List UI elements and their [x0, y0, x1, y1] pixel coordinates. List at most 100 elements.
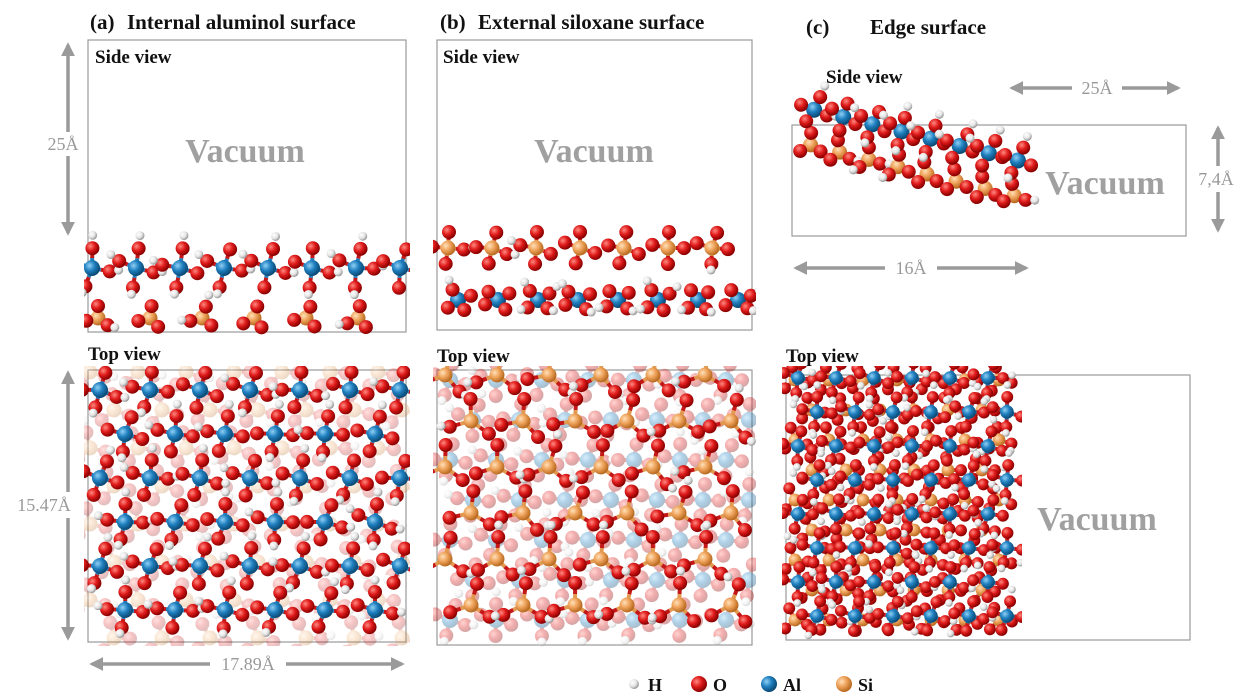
atom — [114, 265, 124, 275]
atom — [285, 583, 295, 593]
atom — [250, 299, 265, 314]
atom — [1000, 497, 1009, 505]
atom — [433, 607, 443, 622]
atom — [883, 116, 898, 131]
atom — [553, 429, 563, 439]
atom — [292, 470, 308, 486]
atom — [100, 602, 115, 617]
atom — [392, 280, 407, 295]
atom — [654, 337, 663, 346]
atom — [695, 572, 711, 588]
atom — [968, 584, 976, 593]
atom — [202, 532, 212, 542]
atom — [791, 455, 804, 467]
atom — [396, 366, 410, 380]
atom — [848, 541, 862, 555]
atom — [945, 150, 960, 165]
atom — [853, 595, 865, 608]
atom — [443, 489, 453, 499]
atom — [697, 367, 713, 383]
atom — [820, 81, 830, 91]
atom — [922, 130, 939, 147]
atom-layer — [84, 366, 430, 639]
atom — [865, 394, 874, 403]
atom — [748, 306, 756, 316]
atom — [105, 445, 115, 455]
atom — [981, 439, 995, 453]
atom — [84, 279, 93, 294]
atom — [169, 409, 184, 424]
atom — [665, 495, 680, 510]
atom — [672, 282, 682, 292]
atom — [642, 276, 652, 286]
atom — [869, 561, 882, 574]
atom — [531, 430, 546, 445]
atom — [900, 393, 909, 402]
atom — [528, 240, 544, 256]
atom — [1022, 131, 1032, 141]
atom — [796, 538, 809, 551]
dim-label: 25Å — [48, 134, 79, 154]
atom — [782, 507, 789, 520]
atom — [322, 366, 338, 380]
atom — [784, 421, 797, 434]
atom — [930, 596, 943, 608]
atom — [360, 387, 375, 402]
atom — [148, 443, 158, 453]
atom — [825, 613, 838, 626]
atom — [389, 400, 404, 415]
atom — [981, 371, 995, 385]
atom — [795, 425, 808, 438]
atom — [616, 240, 632, 256]
atom — [948, 539, 961, 552]
atom — [945, 425, 958, 437]
atom — [340, 585, 350, 595]
atom — [92, 558, 108, 574]
atom — [194, 249, 204, 259]
atom — [195, 453, 210, 468]
atom — [848, 165, 858, 175]
atom — [84, 516, 98, 532]
atom — [358, 320, 373, 335]
atom — [1027, 474, 1035, 482]
atom — [91, 299, 106, 313]
atom — [823, 152, 838, 167]
atom — [568, 256, 583, 271]
atom — [981, 507, 995, 521]
atom — [542, 286, 557, 301]
atom — [580, 452, 596, 468]
atom — [190, 266, 205, 281]
atom — [84, 607, 85, 613]
atom — [568, 473, 578, 483]
atom — [853, 507, 865, 520]
atom — [818, 585, 826, 594]
atom — [873, 426, 886, 439]
atom — [100, 422, 115, 437]
atom — [437, 551, 453, 567]
atom — [178, 366, 194, 380]
atom — [260, 260, 276, 276]
atom — [650, 509, 665, 524]
atom — [421, 567, 430, 576]
atom — [210, 476, 225, 491]
atom — [567, 505, 583, 521]
atom — [144, 453, 159, 468]
atom — [789, 469, 798, 477]
atom — [334, 319, 344, 329]
atom — [627, 379, 642, 394]
atom — [364, 351, 378, 365]
atom — [110, 475, 125, 490]
atom — [271, 478, 281, 488]
atom — [593, 459, 609, 475]
atom — [347, 453, 362, 468]
panel-label: (a) — [90, 10, 115, 34]
atom — [580, 532, 596, 548]
atom — [528, 256, 543, 271]
atom — [757, 419, 771, 433]
atom — [834, 540, 846, 553]
atom — [645, 459, 661, 475]
panel-title: Edge surface — [870, 15, 986, 39]
atom — [860, 138, 870, 148]
atom — [644, 588, 659, 603]
atom — [997, 564, 1006, 573]
